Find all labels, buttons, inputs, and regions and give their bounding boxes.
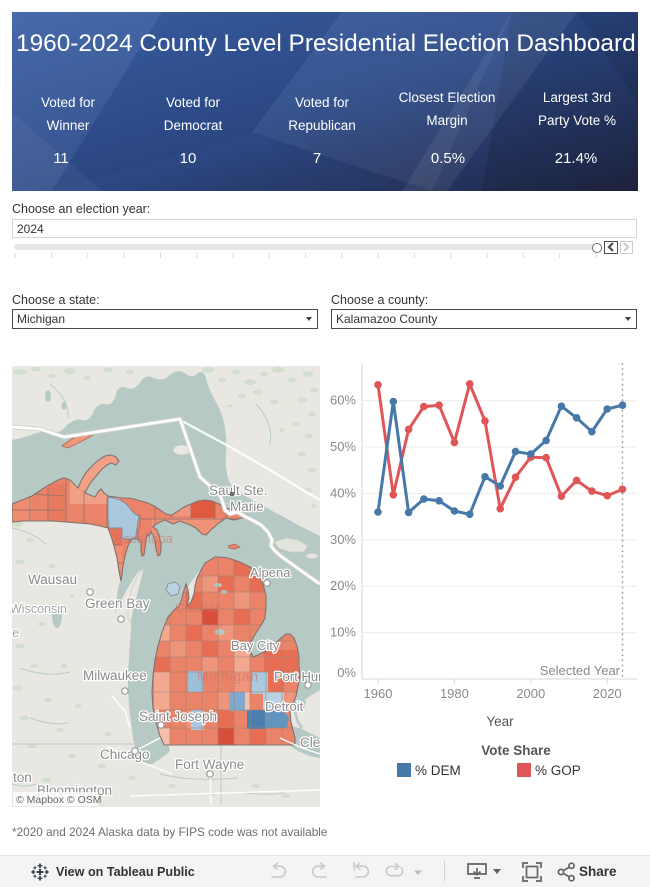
svg-text:Green Bay: Green Bay [85, 596, 150, 611]
svg-text:10%: 10% [330, 625, 356, 640]
svg-text:Chicago: Chicago [100, 747, 150, 762]
svg-text:Year: Year [486, 714, 514, 729]
svg-text:20%: 20% [330, 578, 356, 593]
svg-text:ton: ton [13, 770, 32, 785]
svg-text:% GOP: % GOP [535, 763, 581, 778]
svg-text:50%: 50% [330, 439, 356, 454]
svg-text:Cleve: Cleve [300, 735, 320, 750]
svg-text:1980: 1980 [440, 686, 469, 701]
svg-text:2000: 2000 [516, 686, 545, 701]
svg-text:2020: 2020 [593, 686, 622, 701]
svg-text:60%: 60% [330, 393, 356, 408]
svg-text:Selected Year: Selected Year [540, 663, 621, 678]
svg-text:Port Huron: Port Huron [274, 669, 320, 684]
svg-text:© Mapbox © OSM: © Mapbox © OSM [16, 794, 102, 806]
svg-text:Alpena: Alpena [250, 565, 291, 580]
svg-text:Vote Share: Vote Share [481, 743, 551, 758]
svg-text:Sault Ste.: Sault Ste. [209, 483, 268, 498]
svg-text:Fort Wayne: Fort Wayne [175, 757, 244, 772]
svg-text:Wausau: Wausau [28, 572, 77, 587]
svg-text:30%: 30% [330, 532, 356, 547]
svg-text:Cadillac: Cadillac [175, 600, 222, 615]
svg-text:% DEM: % DEM [415, 763, 461, 778]
svg-text:Saint Joseph: Saint Joseph [139, 709, 217, 724]
svg-text:Marie: Marie [230, 499, 264, 514]
svg-text:se: se [12, 626, 19, 640]
svg-text:Milwaukee: Milwaukee [83, 668, 147, 683]
svg-text:40%: 40% [330, 485, 356, 500]
svg-text:0%: 0% [337, 665, 356, 680]
svg-text:Bay City: Bay City [231, 638, 280, 653]
svg-text:1960: 1960 [364, 686, 393, 701]
svg-text:Michigan: Michigan [197, 669, 259, 684]
svg-text:Wisconsin: Wisconsin [12, 602, 67, 616]
svg-text:Detroit: Detroit [265, 699, 304, 714]
svg-text:Escanaba: Escanaba [115, 531, 174, 546]
